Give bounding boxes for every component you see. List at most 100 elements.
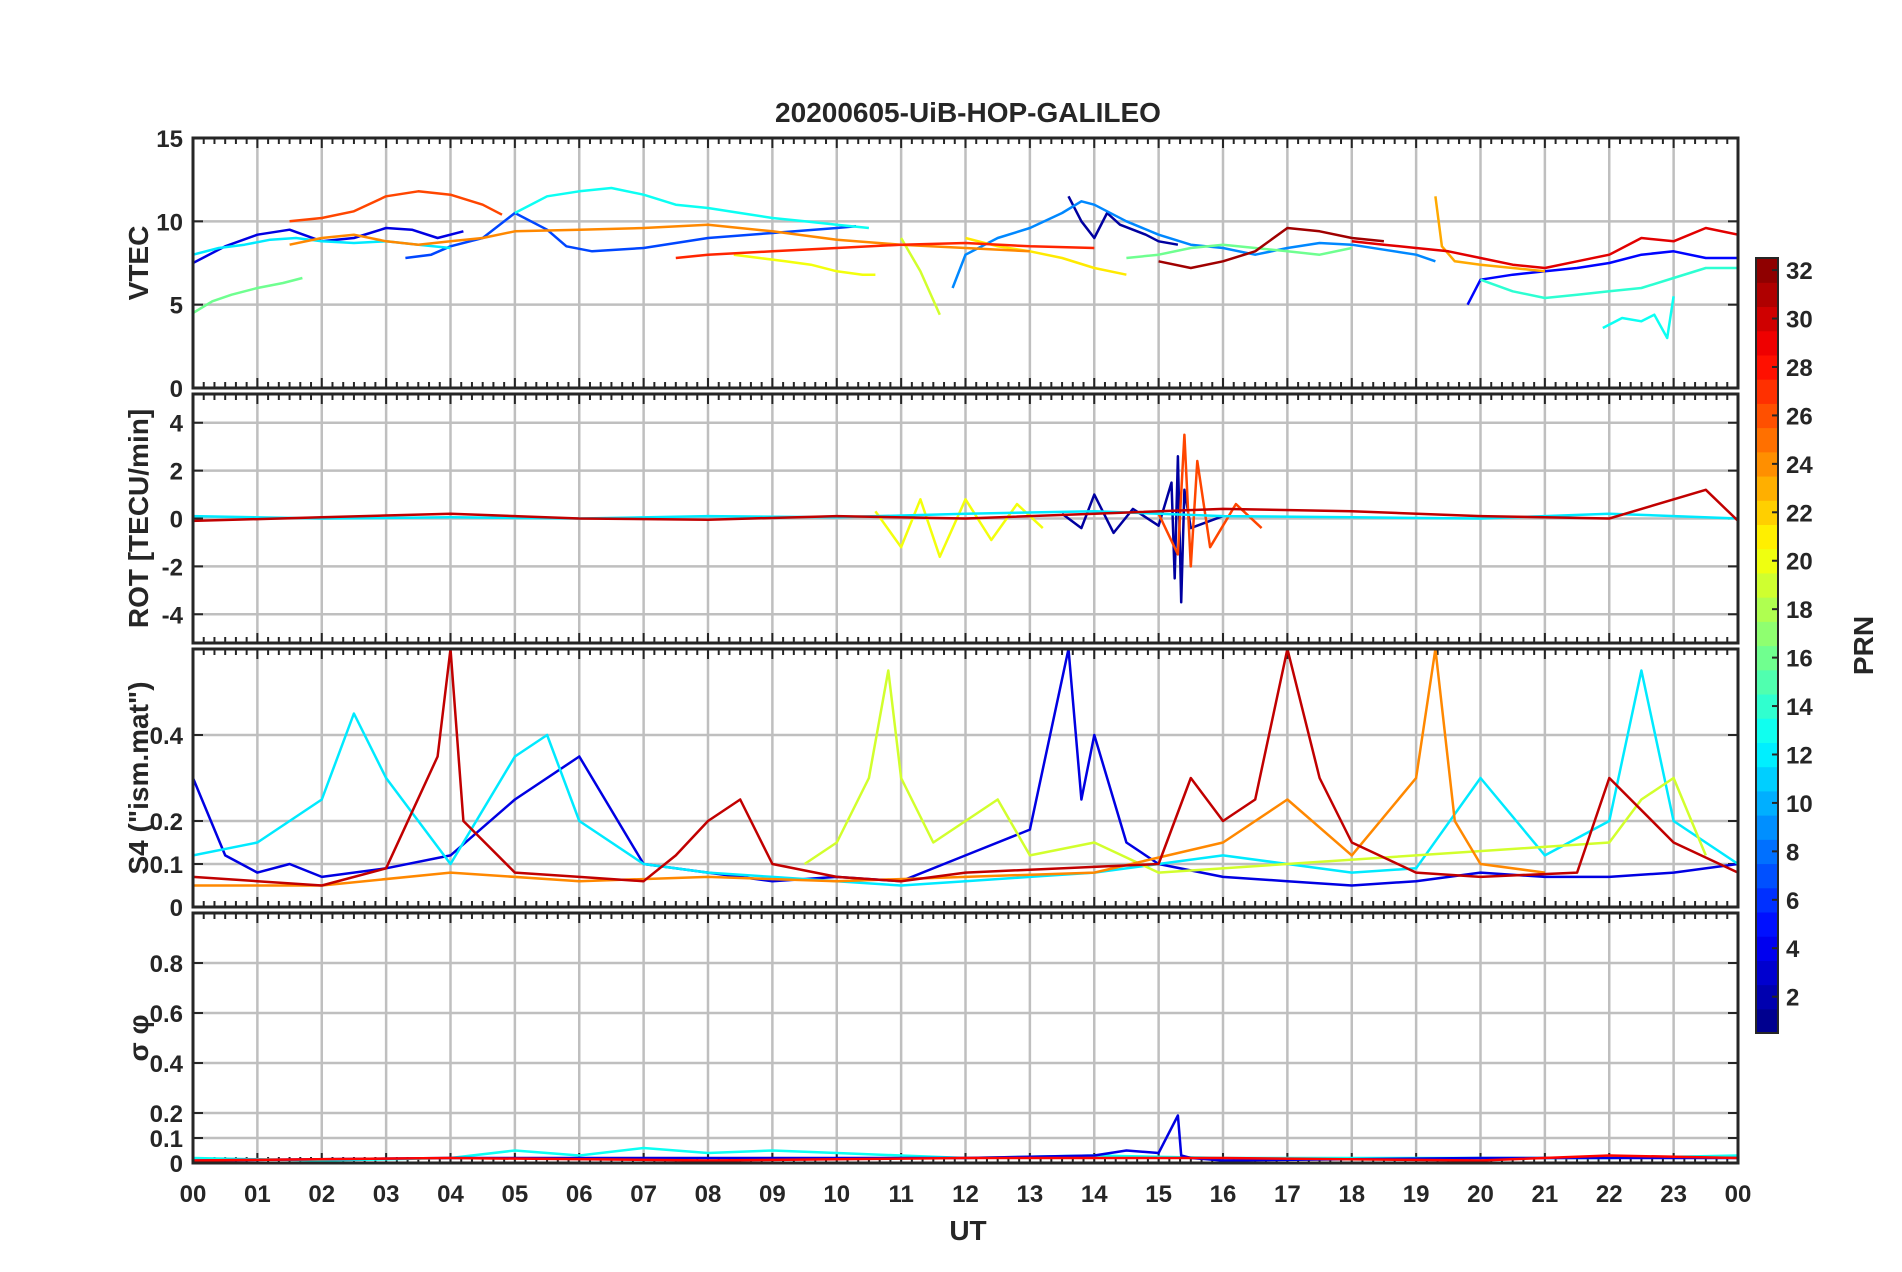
colorbar-segment	[1756, 936, 1778, 961]
colorbar-segment	[1756, 742, 1778, 768]
y-axis-label: σ φ	[123, 1015, 154, 1062]
colorbar-tick-label: 28	[1786, 355, 1813, 382]
colorbar-segment	[1756, 524, 1778, 550]
x-tick-label: 19	[1403, 1181, 1430, 1208]
series-line-prn-5	[1466, 250, 1738, 306]
colorbar-segment	[1756, 669, 1778, 695]
y-tick-label: 10	[156, 209, 183, 236]
axis-box	[191, 911, 1740, 1165]
x-tick-label: 22	[1596, 1181, 1623, 1208]
y-tick-label: 4	[170, 411, 184, 438]
y-tick-label: 0	[170, 376, 183, 403]
colorbar-tick-label: 24	[1786, 452, 1813, 479]
axis-box	[191, 392, 1740, 645]
colorbar-segment	[1756, 403, 1778, 429]
colorbar-tick-label: 22	[1786, 500, 1813, 527]
series-line-prn-26	[1157, 433, 1263, 568]
colorbar-segment	[1756, 354, 1778, 380]
series-line-prn-30	[193, 649, 1738, 887]
y-tick-label: 5	[170, 293, 183, 320]
x-tick-label: 16	[1210, 1181, 1237, 1208]
x-tick-label: 07	[630, 1181, 657, 1208]
y-tick-label: 0.4	[150, 723, 184, 750]
x-tick-label: 08	[695, 1181, 722, 1208]
panel-sigma_phi: 00.10.2 0.4 0.6 0.8 σ φ	[123, 911, 1740, 1178]
series-line-prn-7	[405, 211, 857, 260]
axis-box	[191, 136, 1740, 390]
x-tick-label: 00	[1725, 1181, 1752, 1208]
colorbar-segment	[1756, 984, 1778, 1010]
series-line-prn-13	[514, 186, 870, 230]
series-line-prn-27	[675, 241, 1095, 260]
colorbar-tick-label: 26	[1786, 403, 1813, 430]
series-line-prn-4	[193, 1114, 1738, 1162]
series-line-prn-12	[193, 669, 1738, 887]
panel-vtec: 0 5 10 15 VTEC	[123, 126, 1740, 403]
series-line-prn-14	[1480, 266, 1738, 300]
x-tick-label: 00	[180, 1181, 207, 1208]
colorbar-tick-label: 6	[1786, 888, 1799, 915]
colorbar-segment	[1756, 718, 1778, 743]
series-line-prn-30	[193, 488, 1738, 523]
colorbar-tick-label: 14	[1786, 694, 1813, 721]
y-tick-label: 0.8	[150, 951, 183, 978]
y-tick-label: 0.2	[150, 1101, 183, 1128]
y-axis-label: VTEC	[123, 226, 154, 301]
colorbar-tick-label: 18	[1786, 597, 1813, 624]
y-axis-label: S4 ("ism.mat")	[123, 681, 154, 874]
colorbar-segment	[1756, 572, 1778, 598]
colorbar-segment	[1756, 621, 1778, 647]
colorbar-segment	[1756, 693, 1778, 719]
y-tick-label: 0	[170, 507, 183, 534]
series-line-prn-4	[193, 649, 1738, 887]
x-tick-label: 01	[244, 1181, 271, 1208]
colorbar-segment	[1756, 500, 1778, 526]
series-line-prn-16	[1126, 243, 1353, 260]
x-tick-labels: 00 01 02 03 04 05 06 07 08 09 10 11 12 13 14 15 16 17 18 19…	[180, 1181, 1752, 1208]
y-tick-label: 0.6	[150, 1001, 183, 1028]
x-tick-label: 03	[373, 1181, 400, 1208]
series-line-prn-20	[874, 498, 1044, 559]
series-line-prn-24	[193, 649, 1546, 887]
x-tick-label: 13	[1017, 1181, 1044, 1208]
x-tick-label: 21	[1532, 1181, 1559, 1208]
colorbar-segment	[1756, 282, 1778, 308]
colorbar-segment	[1756, 839, 1778, 865]
axis-box	[191, 647, 1740, 909]
series-line-prn-2	[1061, 455, 1224, 604]
y-tick-label: 0.1	[150, 852, 183, 879]
y-tick-label: 0.2	[150, 809, 183, 836]
y-tick-label: 0.4	[150, 1051, 184, 1078]
y-tick-label: 0.1	[150, 1126, 183, 1153]
colorbar-tick-label: 8	[1786, 839, 1799, 866]
series-line-prn-20	[733, 253, 876, 276]
panel-s4: 0 0.1 0.2 0.4S4 ("ism.mat")	[123, 647, 1740, 922]
series-line-prn-26	[289, 190, 503, 223]
series-group	[193, 1114, 1738, 1162]
x-tick-label: 20	[1467, 1181, 1494, 1208]
x-tick-label: 05	[502, 1181, 529, 1208]
y-tick-label: 2	[170, 459, 183, 486]
x-axis-label: UT	[949, 1215, 986, 1246]
colorbar-frame	[1755, 257, 1779, 1034]
series-line-prn-31	[1158, 226, 1385, 270]
series-line-prn-19	[900, 237, 941, 316]
series-group	[193, 649, 1738, 887]
colorbar-segment	[1756, 258, 1778, 283]
series-line-prn-12	[193, 510, 1738, 520]
colorbar-segment	[1756, 1008, 1778, 1034]
y-tick-label: 0	[170, 1151, 183, 1178]
colorbar-tick-label: 12	[1786, 742, 1813, 769]
series-line-prn-28	[193, 1154, 1738, 1162]
x-tick-label: 10	[823, 1181, 850, 1208]
x-tick-label: 02	[308, 1181, 335, 1208]
colorbar-segment	[1756, 379, 1778, 404]
series-line-prn-9	[951, 200, 1436, 289]
colorbar-tick-label: 30	[1786, 307, 1813, 334]
colorbar-segment	[1756, 548, 1778, 574]
colorbar-segment	[1756, 451, 1778, 477]
colorbar-segment	[1756, 887, 1778, 913]
colorbar-segment	[1756, 790, 1778, 816]
x-tick-label: 06	[566, 1181, 593, 1208]
